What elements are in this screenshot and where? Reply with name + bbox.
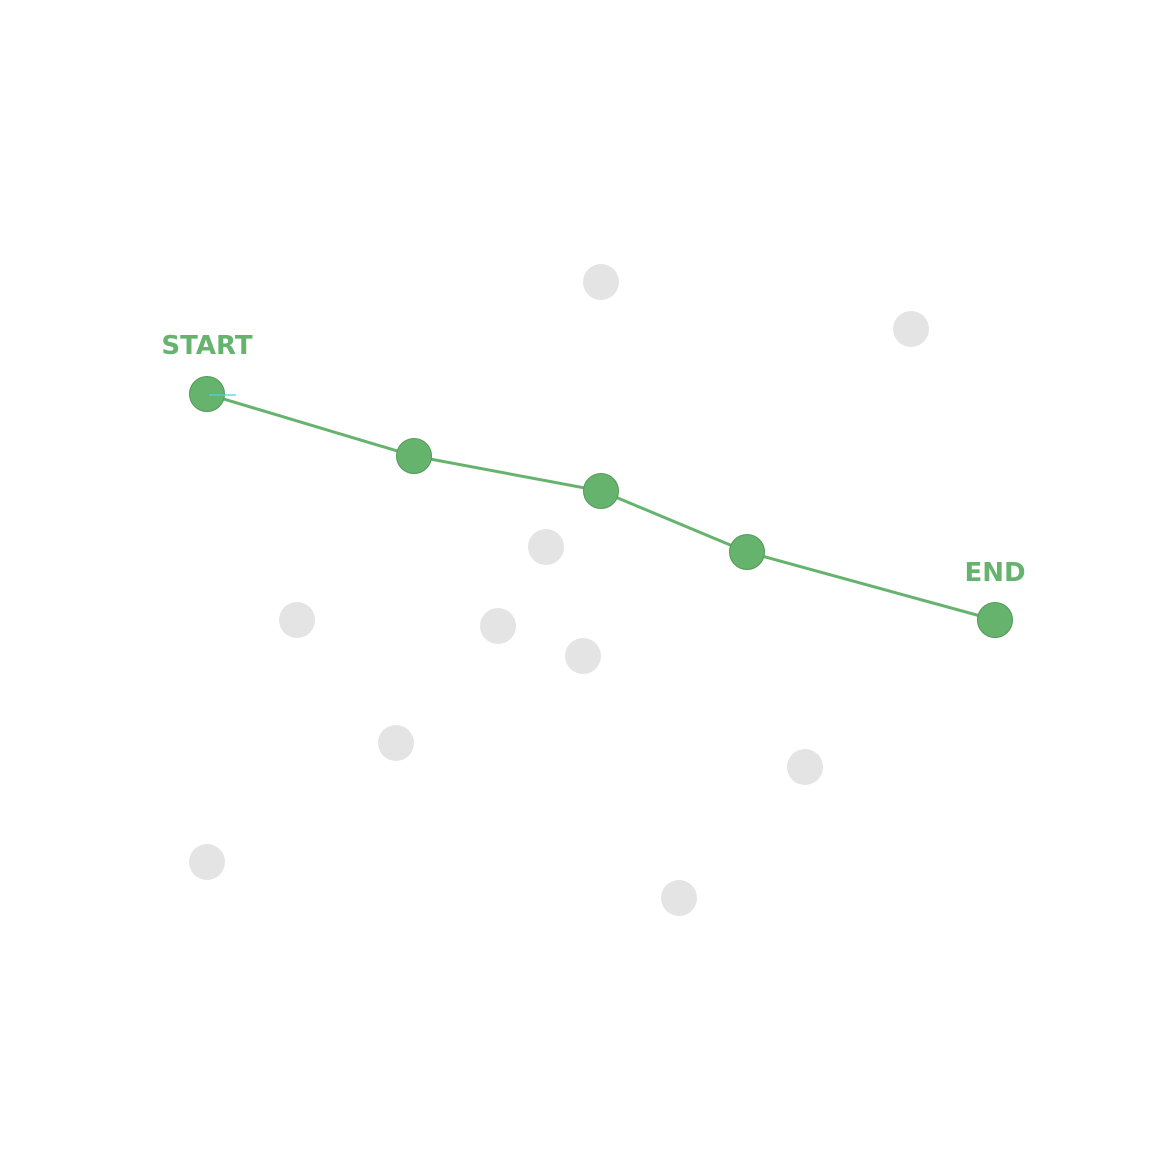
node[interactable] (661, 880, 697, 916)
end-node[interactable] (977, 602, 1013, 638)
end-label: END (964, 558, 1025, 588)
start-node[interactable] (189, 376, 225, 412)
node[interactable] (528, 529, 564, 565)
path-node[interactable] (729, 534, 765, 570)
node[interactable] (480, 608, 516, 644)
path-node[interactable] (396, 438, 432, 474)
node[interactable] (378, 725, 414, 761)
node[interactable] (583, 264, 619, 300)
node[interactable] (565, 638, 601, 674)
path-node[interactable] (583, 473, 619, 509)
node[interactable] (787, 749, 823, 785)
path-nodes (189, 376, 1013, 638)
node[interactable] (893, 311, 929, 347)
inactive-nodes (189, 264, 929, 916)
node[interactable] (189, 844, 225, 880)
node[interactable] (279, 602, 315, 638)
start-label: START (161, 331, 252, 361)
